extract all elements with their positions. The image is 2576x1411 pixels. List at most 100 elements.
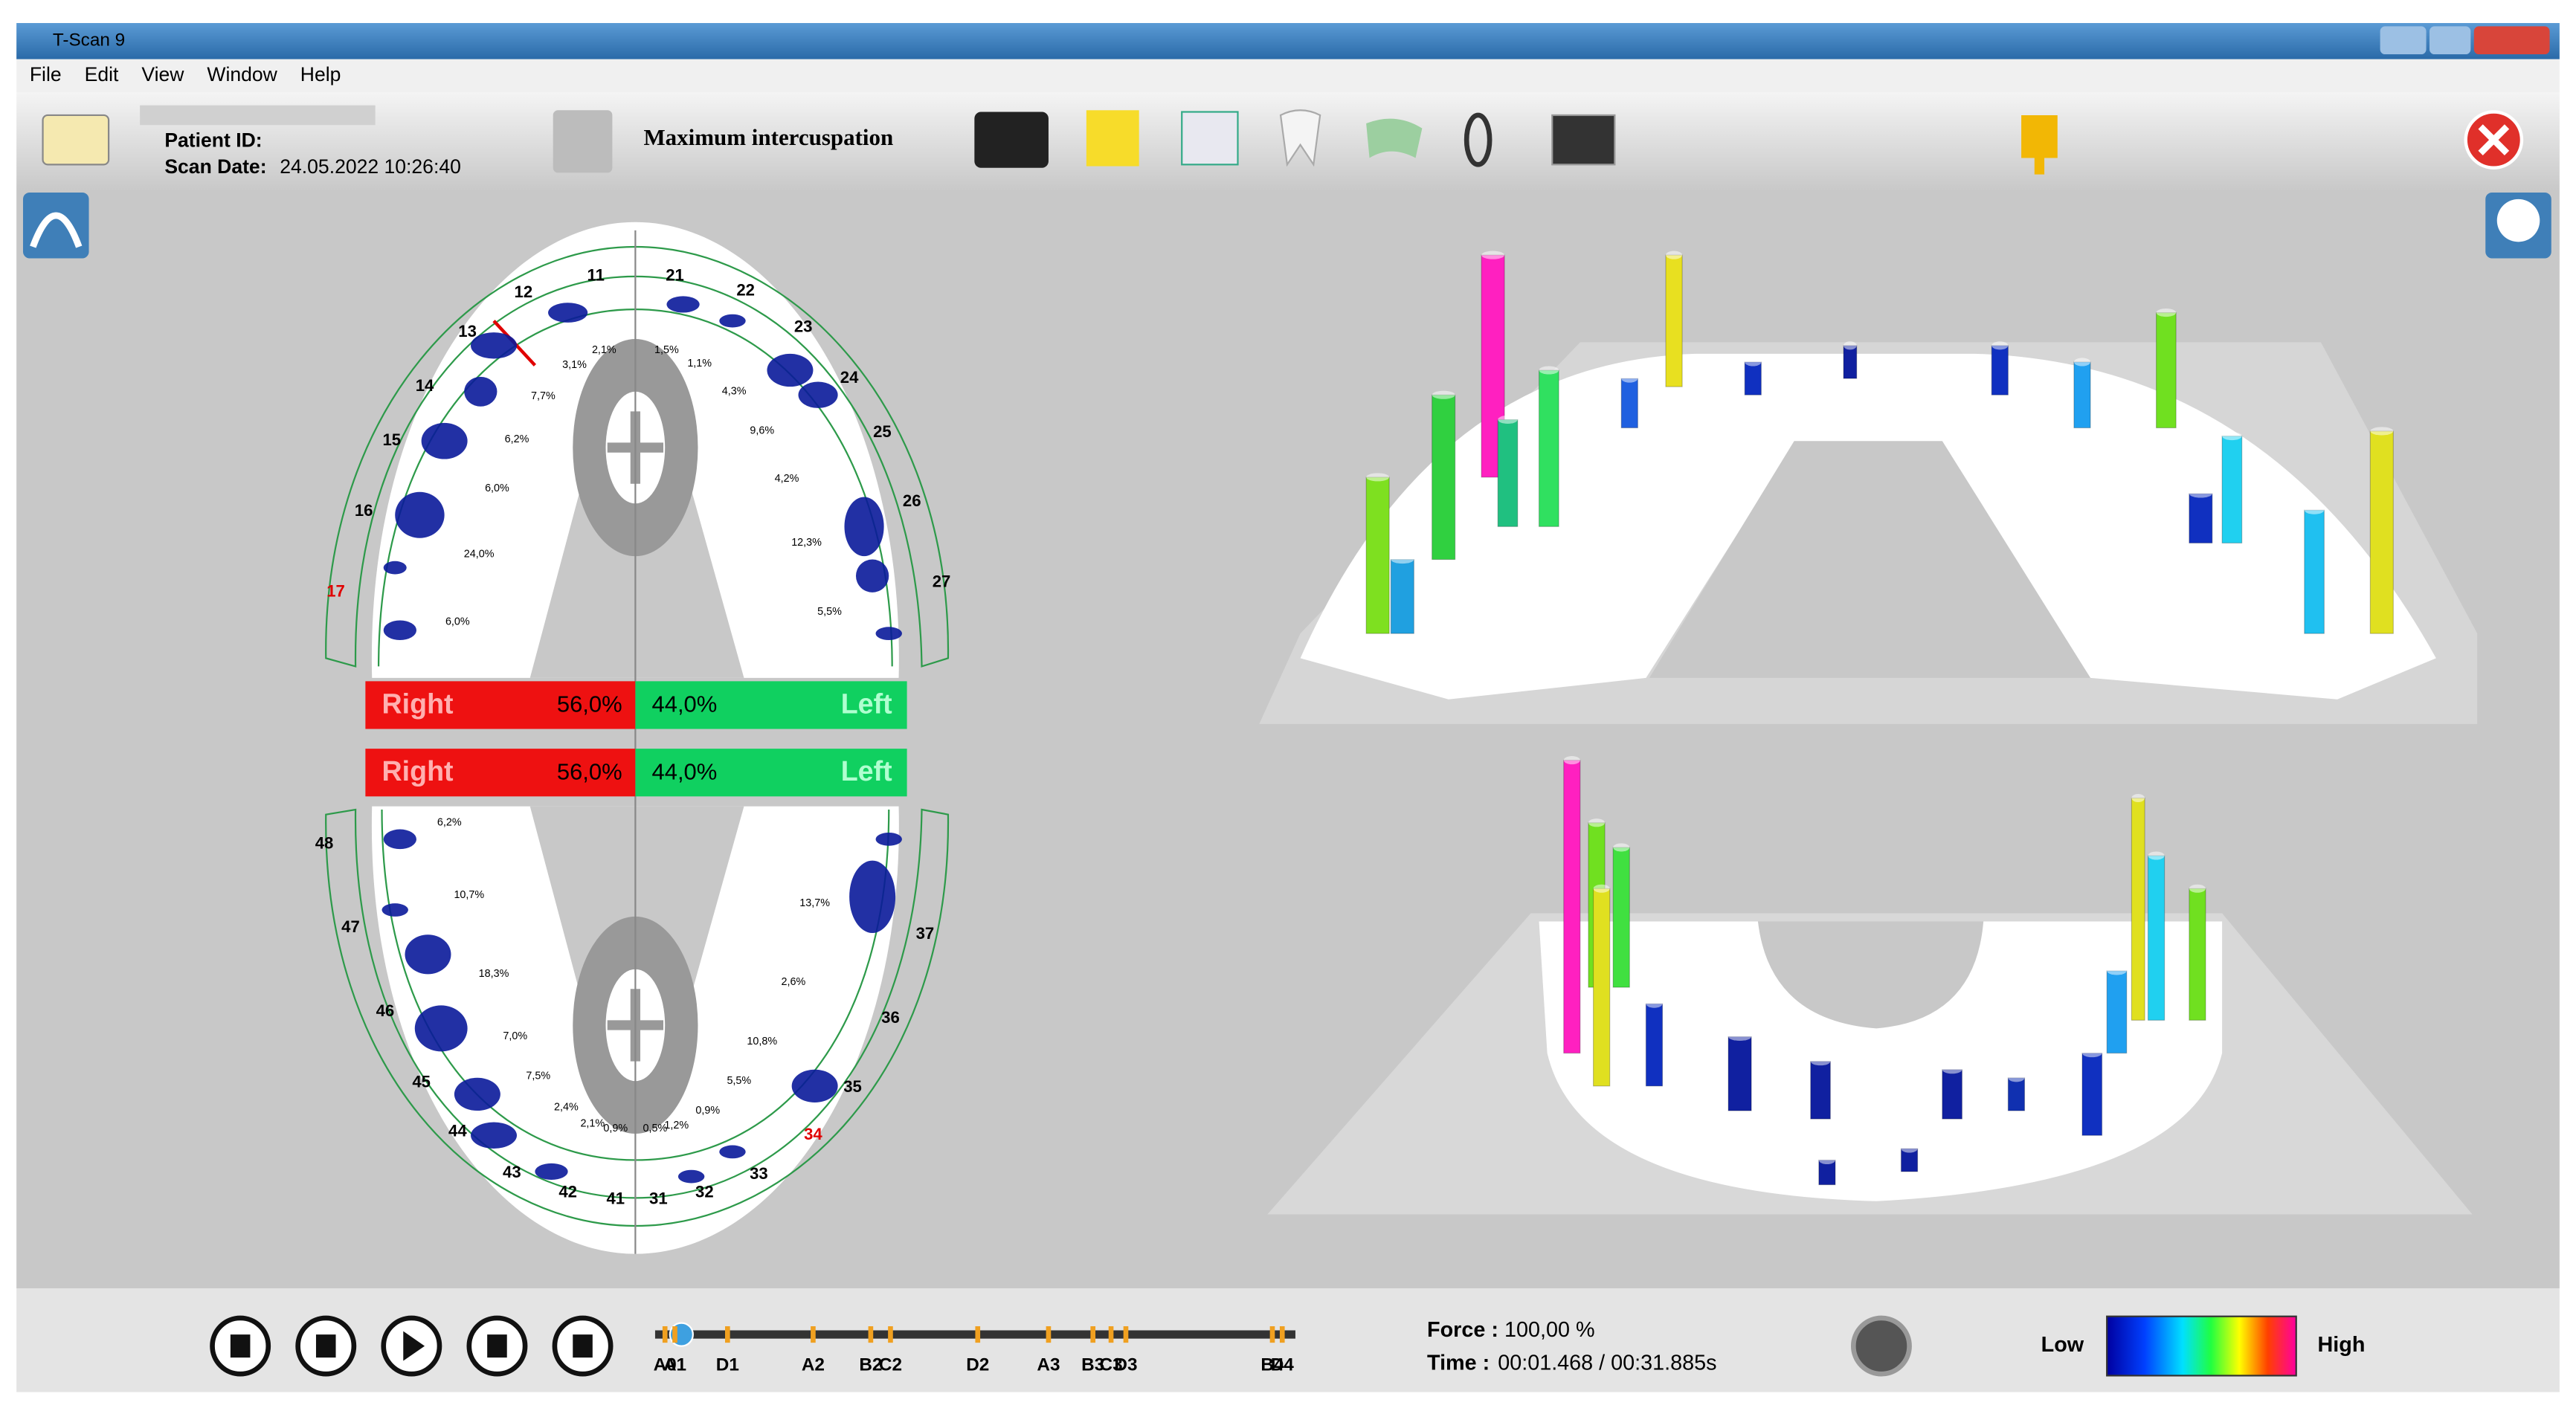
pressure-column	[1727, 1036, 1752, 1111]
scan-date: 24.05.2022 10:26:40	[280, 155, 461, 178]
timeline-marker-label[interactable]: A2	[802, 1355, 825, 1375]
legend-low: Low	[2041, 1333, 2084, 1357]
patient-name-field	[140, 105, 376, 126]
pressure-column-cap	[1745, 358, 1762, 367]
tooth-force-percent: 2,1%	[592, 344, 616, 356]
movie-icon[interactable]	[1551, 114, 1616, 166]
tooth-number: 13	[458, 322, 477, 340]
timeline-marker-label[interactable]: A3	[1037, 1355, 1060, 1375]
tooth-force-percent: 24,0%	[464, 549, 495, 561]
contact-area	[383, 620, 416, 641]
menu-item[interactable]: View	[141, 63, 184, 85]
contact-area	[666, 296, 700, 313]
tooth-number: 11	[587, 266, 605, 285]
timeline-marker-label[interactable]: D2	[966, 1355, 989, 1375]
pressure-column	[1497, 419, 1519, 527]
left-force-bar	[635, 749, 907, 797]
pressure-column-cap	[1810, 1057, 1831, 1066]
contact-area	[844, 497, 884, 557]
timeline-marker-label[interactable]: D4	[1271, 1355, 1295, 1375]
lower-arch-outline	[325, 808, 950, 1227]
timeline-marker-label[interactable]: C3	[1100, 1355, 1123, 1375]
contact-area	[719, 1145, 746, 1159]
maximize-button[interactable]	[2430, 26, 2471, 55]
pressure-column-cap	[1942, 1065, 1962, 1074]
graph-icon[interactable]	[1181, 111, 1239, 166]
right-label: Right	[382, 688, 454, 719]
camera-icon[interactable]	[974, 112, 1049, 168]
timeline-marker-label[interactable]: D1	[716, 1355, 739, 1375]
right-value: 56,0%	[557, 691, 622, 717]
timeline-marker-label[interactable]: C2	[879, 1355, 902, 1375]
minimize-button[interactable]	[2380, 26, 2427, 55]
tooth-force-percent: 6,0%	[485, 482, 509, 494]
tooth-number: 31	[649, 1189, 668, 1207]
pressure-column	[2147, 855, 2166, 1021]
pressure-column-cap	[2107, 966, 2127, 975]
pressure-column-cap	[1728, 1032, 1752, 1041]
lower-3d-tongue-space	[1757, 921, 1984, 1029]
arch-view-button[interactable]	[22, 192, 89, 259]
tooth-number: 45	[412, 1072, 431, 1091]
sensor-plug-icon[interactable]	[2021, 114, 2058, 175]
pressure-column	[1563, 760, 1581, 1054]
timeline-marker-label[interactable]: B3	[1081, 1355, 1104, 1375]
tooth-icon[interactable]	[1279, 109, 1321, 167]
menu-item[interactable]: Help	[300, 63, 341, 85]
tooth-number: 34	[804, 1125, 822, 1143]
open-close-icon[interactable]	[1464, 112, 1493, 167]
tooth-force-percent: 5,5%	[727, 1075, 751, 1087]
pressure-column-cap	[2304, 506, 2325, 514]
pressure-column	[1645, 1003, 1664, 1087]
legend-high: High	[2317, 1333, 2365, 1357]
pressure-column	[2007, 1077, 2026, 1111]
contact-area	[414, 1005, 468, 1052]
contact-area	[421, 422, 468, 459]
menu-item[interactable]: Window	[207, 63, 277, 85]
pressure-column-cap	[2370, 427, 2394, 436]
patient-card-icon[interactable]	[42, 114, 110, 166]
tooth-number: 15	[382, 430, 401, 449]
tooth-force-percent: 1,1%	[687, 358, 712, 369]
left-value: 44,0%	[652, 758, 718, 784]
contact-area	[454, 1077, 500, 1111]
pressure-column-cap	[1991, 341, 2009, 350]
tooth-force-percent: 4,3%	[722, 386, 747, 398]
patient-id-label: Patient ID:	[164, 129, 262, 151]
timeline-marker-label[interactable]: B4	[1260, 1355, 1284, 1375]
contact-area	[405, 934, 451, 975]
tooth-force-percent: 6,2%	[437, 817, 462, 829]
save-icon[interactable]	[553, 110, 613, 173]
gauge-icon[interactable]	[1850, 1315, 1912, 1377]
scan-date-label: Scan Date:	[164, 155, 266, 178]
timeline-marker-label[interactable]: A1	[663, 1355, 686, 1375]
menu-item[interactable]: Edit	[85, 63, 119, 85]
note-icon[interactable]	[1086, 110, 1139, 167]
tooth-force-percent: 7,7%	[531, 390, 556, 402]
pressure-column-cap	[2189, 884, 2206, 893]
tooth-force-percent: 2,4%	[554, 1101, 579, 1113]
media-glyph	[403, 1331, 425, 1361]
pressure-column-cap	[1391, 555, 1414, 564]
right-label: Right	[382, 755, 454, 787]
arch-icon[interactable]	[1366, 118, 1423, 158]
timeline-marker-label[interactable]: A0	[654, 1355, 677, 1375]
pressure-column	[1810, 1061, 1831, 1120]
tooth-number: 42	[558, 1183, 577, 1201]
tooth-number: 36	[881, 1008, 900, 1027]
tooth-force-percent: 2,1%	[580, 1118, 605, 1130]
lower-3d-arch	[1539, 921, 2223, 1201]
left-label: Left	[841, 688, 892, 719]
media-glyph	[230, 1334, 251, 1358]
pressure-column	[1942, 1069, 1962, 1120]
timeline-marker-label[interactable]: B2	[859, 1355, 882, 1375]
pressure-column	[1744, 361, 1762, 395]
scan-mode: Maximum intercuspation	[643, 124, 893, 150]
pressure-column	[2189, 888, 2206, 1021]
timeline-marker-label[interactable]: D3	[1114, 1355, 1137, 1375]
upper-arch-outline	[325, 245, 950, 668]
menu-item[interactable]: File	[30, 63, 62, 85]
pressure-column-cap	[1665, 251, 1683, 259]
right-value: 56,0%	[557, 758, 622, 784]
close-button[interactable]	[2473, 26, 2550, 55]
